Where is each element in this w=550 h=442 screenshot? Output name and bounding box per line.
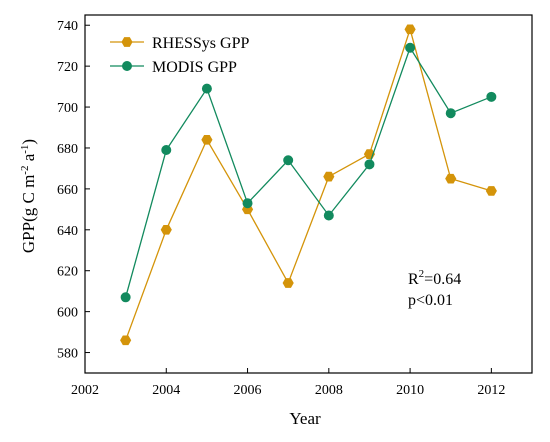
legend: RHESSys GPP MODIS GPP xyxy=(110,35,249,76)
data-point xyxy=(323,210,334,221)
legend-marker xyxy=(121,37,133,47)
data-point xyxy=(405,42,416,53)
series-layer xyxy=(120,24,497,346)
x-tick-label: 2012 xyxy=(477,383,505,398)
y-tick-label: 720 xyxy=(57,60,78,75)
data-point xyxy=(201,83,212,94)
y-tick-label: 600 xyxy=(57,306,78,321)
series-line xyxy=(125,46,492,298)
y-axis-title: GPP(g C m-2 a-1) xyxy=(19,139,38,253)
y-tick-label: 620 xyxy=(57,265,78,280)
p-value-label: p<0.01 xyxy=(408,292,453,309)
y-tick-label: 680 xyxy=(57,142,78,157)
r-squared-prefix: R xyxy=(408,271,419,288)
y-tick-label: 640 xyxy=(57,224,78,239)
y-tick-label: 660 xyxy=(57,183,78,198)
data-point xyxy=(486,91,497,102)
y-tick-label: 740 xyxy=(57,19,78,34)
y-axis-ticks: 580 600 620 640 660 680 700 720 740 xyxy=(57,19,90,362)
data-point xyxy=(445,173,457,184)
data-point xyxy=(404,24,416,35)
stats-annotation: R2=0.64 p<0.01 xyxy=(408,268,461,309)
legend-label: RHESSys GPP xyxy=(152,35,249,52)
x-tick-label: 2006 xyxy=(234,383,262,398)
r-squared-value: =0.64 xyxy=(424,271,461,288)
x-axis-ticks: 2002 2004 2006 2008 2010 2012 xyxy=(71,368,505,398)
data-point xyxy=(120,335,132,346)
y-axis-title-sup2: -1 xyxy=(19,145,31,154)
series-1 xyxy=(120,42,497,303)
x-tick-label: 2004 xyxy=(152,383,180,398)
r-squared-sup: 2 xyxy=(419,268,425,280)
y-axis-title-sup1: -2 xyxy=(19,166,31,175)
data-point xyxy=(161,145,172,156)
x-axis-title: Year xyxy=(289,409,321,428)
x-tick-label: 2010 xyxy=(396,383,424,398)
series-line xyxy=(125,27,492,341)
data-point xyxy=(323,171,335,182)
y-axis-title-mid: a xyxy=(19,153,38,165)
data-point xyxy=(201,134,213,145)
y-axis-title-end: ) xyxy=(19,139,38,145)
y-axis-title-main: GPP(g C m xyxy=(19,175,38,253)
legend-item: MODIS GPP xyxy=(110,59,237,76)
data-point xyxy=(283,155,294,166)
data-point xyxy=(364,159,375,170)
r-squared-label: R2=0.64 xyxy=(408,268,461,288)
y-tick-label: 700 xyxy=(57,101,78,116)
data-point xyxy=(242,198,253,209)
legend-label: MODIS GPP xyxy=(152,59,237,76)
y-tick-label: 580 xyxy=(57,347,78,362)
plot-border xyxy=(84,14,533,374)
data-point xyxy=(160,224,172,235)
data-point xyxy=(120,292,131,303)
data-point xyxy=(485,186,497,196)
data-point xyxy=(445,108,456,119)
x-tick-label: 2008 xyxy=(315,383,343,398)
legend-marker xyxy=(122,61,132,71)
data-point xyxy=(282,278,294,288)
legend-item: RHESSys GPP xyxy=(110,35,249,52)
x-tick-label: 2002 xyxy=(71,383,99,398)
plot-frame xyxy=(84,14,533,374)
